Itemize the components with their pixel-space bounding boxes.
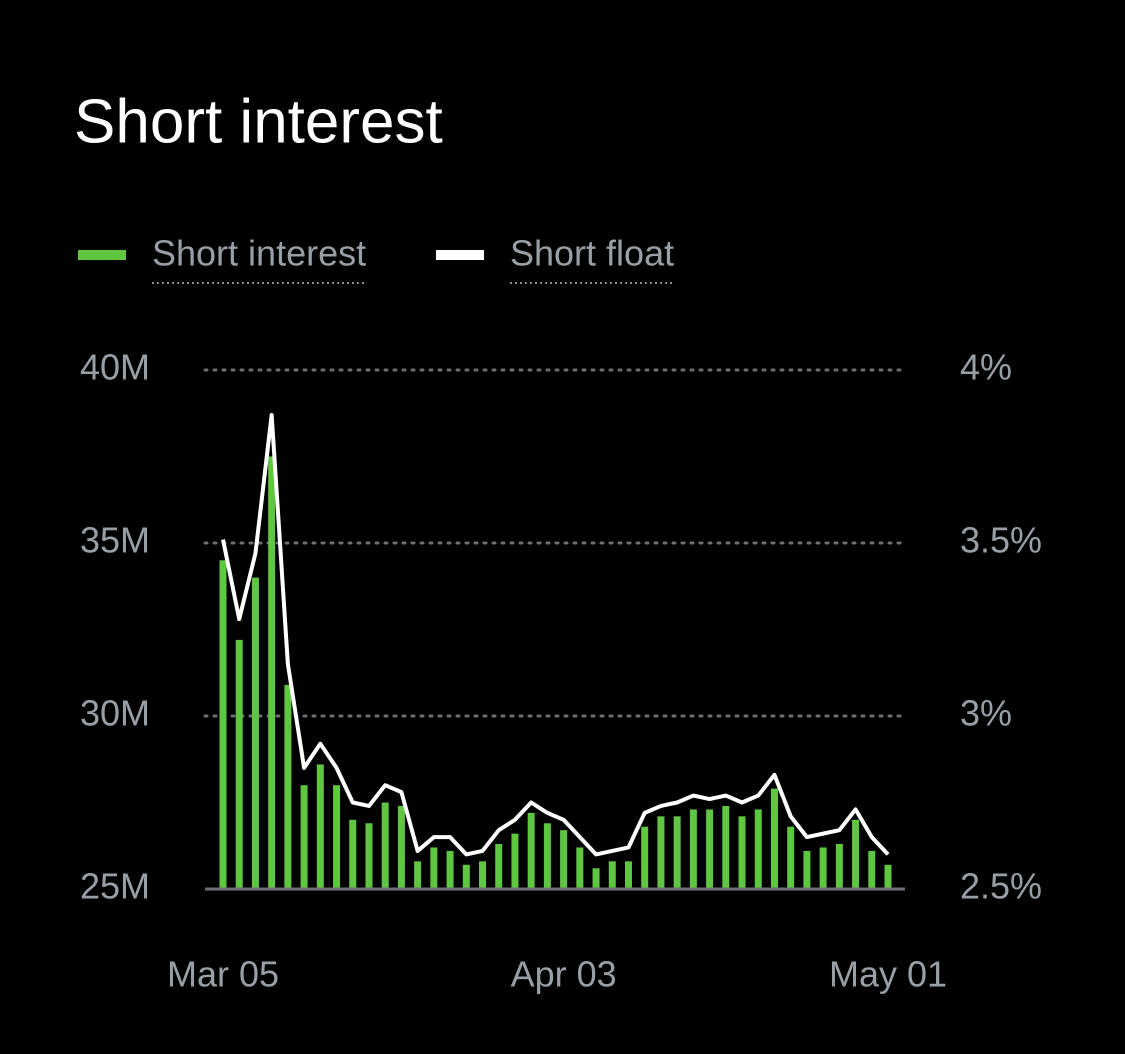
bar (251, 577, 259, 889)
bar (349, 819, 357, 889)
bar (414, 861, 422, 889)
bar (397, 805, 405, 889)
bar (592, 868, 600, 889)
bar (316, 764, 324, 889)
bar (527, 812, 535, 889)
y2-tick-label: 2.5% (960, 866, 1042, 907)
bar (641, 826, 649, 889)
legend-swatch (436, 250, 484, 260)
bar (738, 816, 746, 889)
bar (560, 830, 568, 889)
legend-label[interactable]: Short float (510, 233, 674, 274)
bar (868, 850, 876, 889)
bar (219, 560, 227, 889)
bar (722, 805, 730, 889)
bar (381, 802, 389, 889)
x-tick-label: Apr 03 (511, 954, 617, 995)
x-tick-label: Mar 05 (167, 954, 279, 995)
bar (479, 861, 487, 889)
bar (300, 785, 308, 889)
bar (511, 833, 519, 889)
bar (576, 847, 584, 889)
bar (365, 823, 373, 889)
line (221, 412, 890, 857)
y-tick-label: 35M (80, 520, 150, 561)
y2-tick-label: 3% (960, 693, 1012, 734)
y2-tick-label: 4% (960, 347, 1012, 388)
bar (689, 809, 697, 889)
bar (835, 844, 843, 889)
bar (624, 861, 632, 889)
bar (819, 847, 827, 889)
bar (706, 809, 714, 889)
bar (770, 788, 778, 889)
bar (543, 823, 551, 889)
bar (673, 816, 681, 889)
bar (462, 864, 470, 889)
bar (852, 819, 860, 889)
legend-label[interactable]: Short interest (152, 233, 366, 274)
y2-tick-label: 3.5% (960, 520, 1042, 561)
bar (803, 850, 811, 889)
y-tick-label: 25M (80, 866, 150, 907)
bar (657, 816, 665, 889)
bar (235, 639, 243, 889)
bar (284, 684, 292, 889)
bar (608, 861, 616, 889)
bar (333, 785, 341, 889)
bar (430, 847, 438, 889)
x-tick-label: May 01 (829, 954, 947, 995)
y-tick-label: 40M (80, 347, 150, 388)
bar (884, 864, 892, 889)
legend-swatch (78, 250, 126, 260)
chart-title: Short interest (74, 87, 443, 156)
bar (268, 456, 276, 889)
bar (495, 844, 503, 889)
bar (787, 826, 795, 889)
y-tick-label: 30M (80, 693, 150, 734)
bar (446, 850, 454, 889)
bar (754, 809, 762, 889)
